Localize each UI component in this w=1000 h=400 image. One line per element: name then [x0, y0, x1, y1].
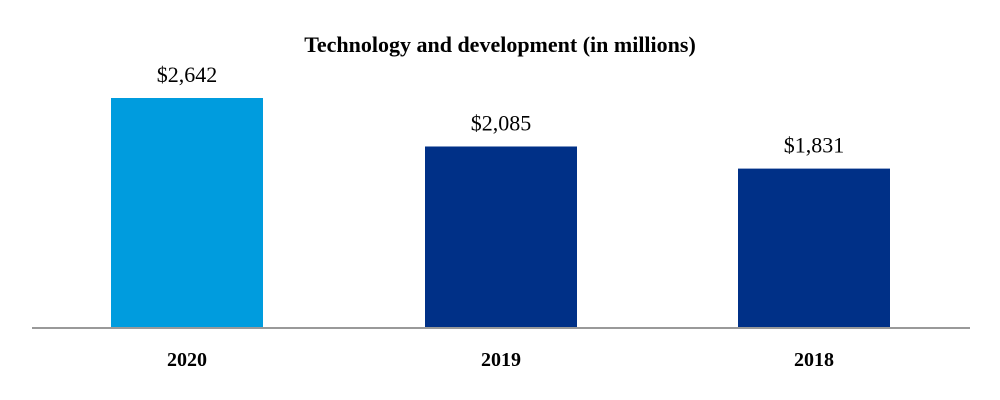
value-label-2020: $2,642	[157, 62, 218, 87]
labels-group: $2,642 2020 $2,085 2019 $1,831 2018	[157, 62, 845, 371]
category-label-2018: 2018	[794, 349, 834, 371]
value-label-2019: $2,085	[471, 110, 532, 135]
bar-2019	[425, 146, 577, 328]
value-label-2018: $1,831	[784, 133, 845, 158]
bar-2020	[111, 98, 263, 328]
category-label-2020: 2020	[167, 349, 207, 371]
chart-title: Technology and development (in millions)	[304, 32, 696, 57]
bar-2018	[738, 168, 890, 328]
bars-group	[111, 98, 890, 328]
category-label-2019: 2019	[481, 349, 521, 371]
